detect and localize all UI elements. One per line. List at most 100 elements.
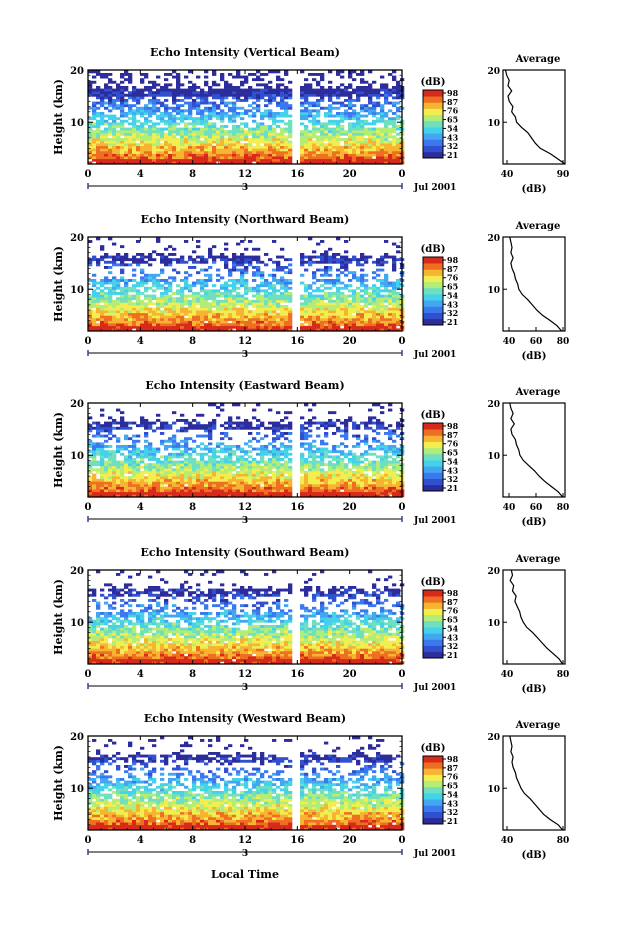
heatmap-cell — [156, 117, 161, 121]
heatmap-cell — [360, 88, 365, 92]
heatmap-cell — [244, 284, 249, 288]
heatmap-cell — [264, 305, 269, 308]
heatmap-cell — [372, 109, 377, 113]
heatmap-cell — [92, 140, 97, 144]
heatmap-cell — [196, 328, 201, 332]
heatmap-cell — [280, 158, 285, 162]
heatmap-cell — [112, 125, 117, 128]
heatmap-cell — [348, 258, 353, 262]
heatmap-cell — [172, 468, 177, 472]
heatmap-cell — [228, 310, 233, 314]
heatmap-cell — [248, 494, 253, 498]
heatmap-cell — [88, 127, 93, 131]
heatmap-cell — [104, 279, 109, 282]
heatmap-cell — [136, 473, 141, 477]
heatmap-cell — [388, 156, 393, 160]
heatmap-cell — [232, 305, 237, 308]
heatmap-cell — [272, 119, 277, 123]
heatmap-cell — [252, 489, 257, 493]
heatmap-cell — [288, 135, 293, 139]
heatmap-cell — [176, 478, 181, 482]
heatmap-cell — [112, 276, 117, 280]
heatmap-cell — [264, 93, 269, 97]
heatmap-cell — [256, 104, 261, 108]
heatmap-cell — [204, 478, 209, 482]
heatmap-cell — [264, 263, 269, 267]
heatmap-cell — [200, 145, 205, 149]
heatmap-cell — [168, 260, 173, 264]
heatmap-cell — [392, 302, 397, 306]
heatmap-cell — [148, 325, 153, 329]
heatmap-cell — [336, 135, 341, 139]
heatmap-cell — [144, 478, 149, 482]
heatmap-cell — [324, 145, 329, 149]
heatmap-cell — [108, 109, 113, 113]
heatmap-cell — [208, 91, 213, 95]
heatmap-cell — [172, 494, 177, 498]
heatmap-cell — [220, 320, 225, 324]
heatmap-cell — [128, 325, 133, 329]
heatmap-cell — [280, 101, 285, 105]
heatmap-cell — [360, 268, 365, 272]
heatmap-cell — [232, 315, 237, 319]
heatmap-cell — [228, 460, 233, 464]
heatmap-cell — [388, 122, 393, 126]
heatmap-cell — [88, 299, 93, 303]
heatmap-cell — [112, 299, 117, 303]
heatmap-cell — [152, 312, 157, 316]
heatmap-cell — [204, 83, 209, 87]
heatmap-cell — [308, 140, 313, 144]
heatmap-cell — [376, 473, 381, 477]
heatmap-cell — [272, 151, 277, 154]
heatmap-cell — [388, 481, 393, 485]
heatmap-cell — [100, 258, 105, 262]
heatmap-cell — [212, 109, 217, 113]
heatmap-cell — [304, 117, 309, 121]
heatmap-cell — [88, 125, 93, 128]
heatmap-cell — [232, 318, 237, 321]
heatmap-cell — [356, 135, 361, 139]
heatmap-cell — [392, 255, 397, 259]
heatmap-cell — [376, 305, 381, 308]
heatmap-cell — [168, 145, 173, 149]
heatmap-cell — [164, 489, 169, 493]
heatmap-cell — [128, 471, 133, 474]
heatmap-cell — [252, 299, 257, 303]
heatmap-cell — [244, 158, 249, 162]
heatmap-cell — [312, 271, 317, 275]
heatmap-cell — [192, 299, 197, 303]
heatmap-cell — [212, 473, 217, 477]
heatmap-cell — [140, 312, 145, 316]
heatmap-cell — [324, 268, 329, 272]
heatmap-cell — [212, 153, 217, 157]
heatmap-cell — [320, 279, 325, 282]
heatmap-cell — [116, 132, 121, 136]
heatmap-cell — [164, 315, 169, 319]
heatmap-cell — [92, 325, 97, 329]
heatmap-cell — [348, 153, 353, 157]
heatmap-cell — [192, 481, 197, 485]
heatmap-cell — [280, 486, 285, 490]
heatmap-cell — [352, 78, 357, 82]
heatmap-cell — [212, 104, 217, 108]
heatmap-cell — [92, 468, 97, 472]
heatmap-cell — [92, 104, 97, 108]
heatmap-cell — [284, 135, 289, 139]
heatmap-cell — [272, 473, 277, 477]
heatmap-cell — [324, 471, 329, 474]
heatmap-cell — [92, 101, 97, 105]
heatmap-cell — [180, 140, 185, 144]
heatmap-cell — [320, 145, 325, 149]
heatmap-cell — [232, 307, 237, 311]
heatmap-cell — [188, 117, 193, 121]
heatmap-cell — [212, 258, 217, 262]
heatmap-cell — [376, 263, 381, 267]
heatmap-cell — [304, 132, 309, 136]
heatmap-cell — [356, 73, 361, 76]
heatmap-cell — [256, 473, 261, 477]
heatmap-cell — [108, 158, 113, 162]
heatmap-cell — [100, 132, 105, 136]
heatmap-cell — [132, 156, 137, 160]
heatmap-cell — [176, 297, 181, 301]
heatmap-cell — [284, 104, 289, 108]
